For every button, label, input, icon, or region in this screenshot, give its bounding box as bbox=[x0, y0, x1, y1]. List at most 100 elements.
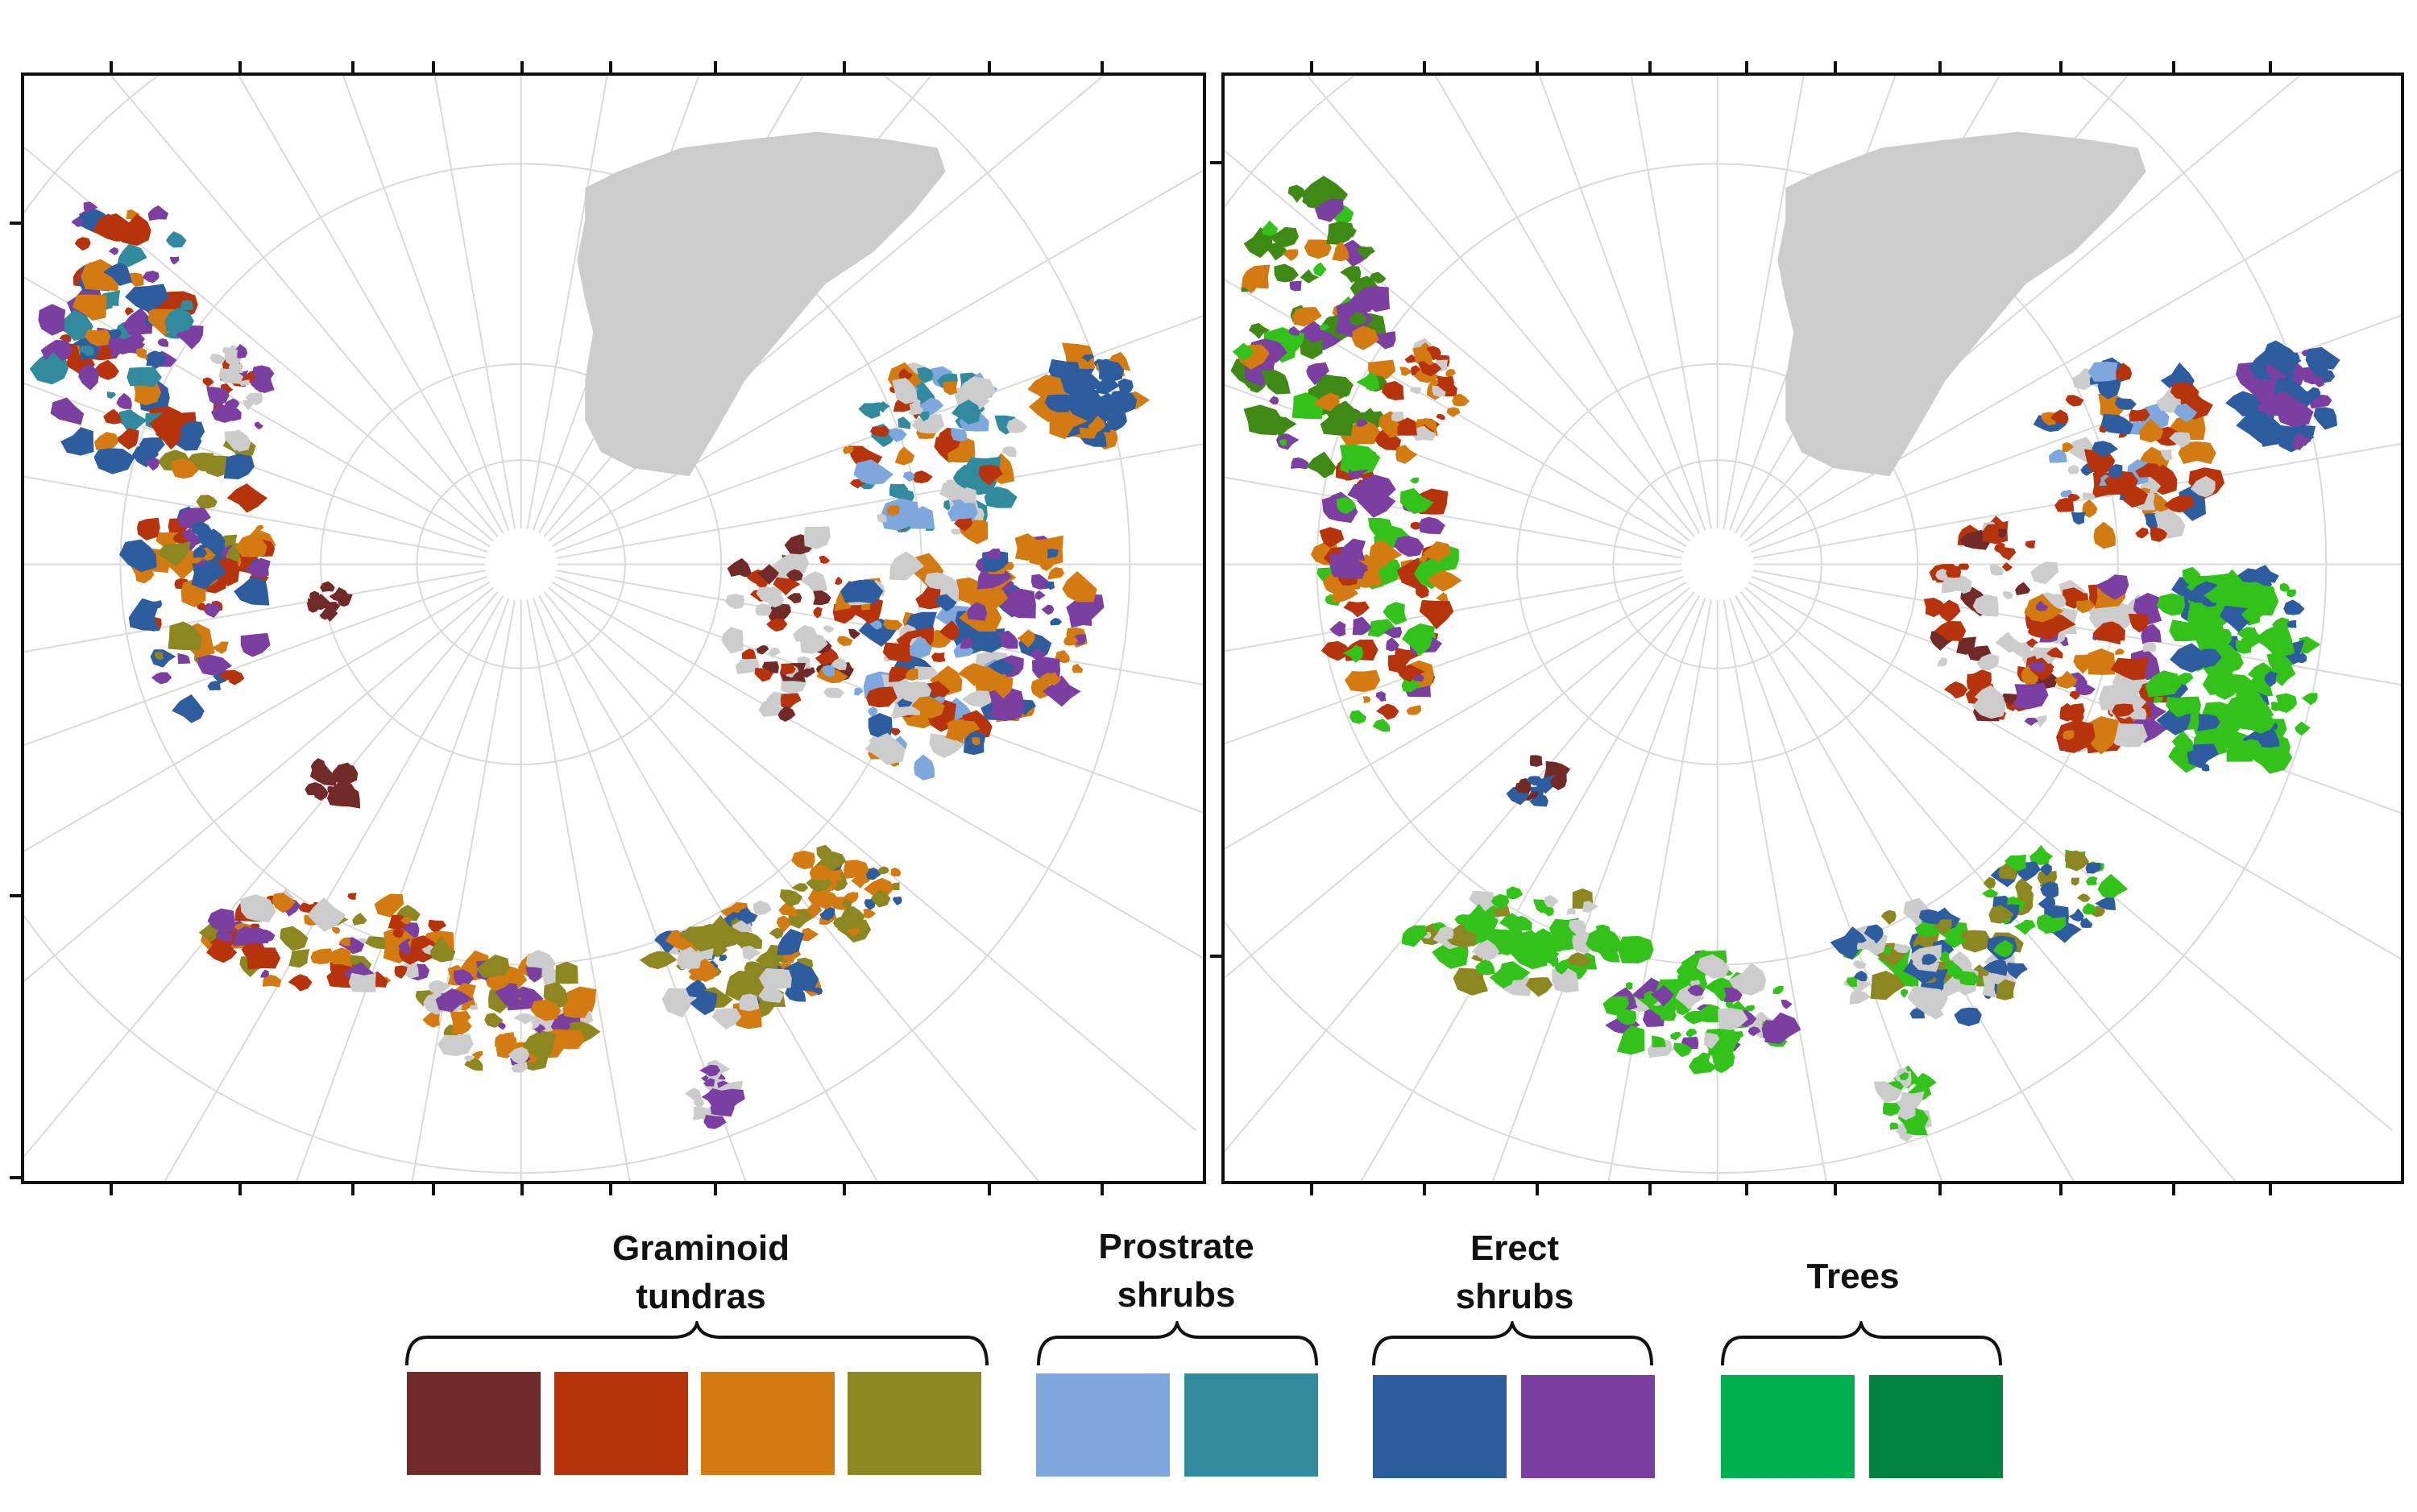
vegetation-patch bbox=[319, 610, 332, 620]
vegetation-patch bbox=[1362, 696, 1370, 703]
vegetation-patch bbox=[1406, 705, 1422, 715]
vegetation-patch bbox=[1044, 394, 1071, 412]
vegetation-patch bbox=[198, 528, 226, 553]
meridian-line bbox=[1434, 76, 1701, 534]
vegetation-patch bbox=[207, 908, 235, 933]
vegetation-patch bbox=[2266, 653, 2293, 675]
vegetation-patch bbox=[744, 961, 761, 975]
vegetation-patch bbox=[889, 551, 924, 581]
vegetation-patch bbox=[530, 999, 562, 1021]
vegetation-patch bbox=[868, 706, 878, 719]
vegetation-patch bbox=[2110, 657, 2149, 681]
vegetation-patch bbox=[1994, 541, 2006, 554]
vegetation-patch bbox=[780, 663, 796, 676]
vegetation-patch bbox=[1352, 299, 1374, 313]
vegetation-patch bbox=[2095, 897, 2116, 910]
vegetation-patch bbox=[2203, 582, 2237, 604]
vegetation-patch bbox=[2291, 433, 2311, 450]
vegetation-patch bbox=[168, 621, 201, 651]
vegetation-patch bbox=[727, 557, 753, 578]
vegetation-patch bbox=[272, 893, 296, 913]
vegetation-patch bbox=[1333, 222, 1357, 238]
vegetation-patch bbox=[1412, 425, 1437, 441]
vegetation-patch bbox=[164, 547, 174, 556]
vegetation-patch bbox=[1567, 908, 1576, 915]
vegetation-patch bbox=[2112, 703, 2134, 718]
vegetation-patch bbox=[1401, 925, 1428, 947]
vegetation-patch bbox=[1781, 1000, 1793, 1009]
vegetation-patch bbox=[757, 987, 785, 1003]
meridian-line bbox=[1723, 76, 1805, 529]
vegetation-patch bbox=[911, 470, 933, 483]
vegetation-patch bbox=[1047, 549, 1059, 559]
vegetation-patch bbox=[2135, 463, 2162, 478]
vegetation-patch bbox=[1418, 516, 1445, 535]
vegetation-patch bbox=[1849, 990, 1872, 1005]
vegetation-patch bbox=[1306, 362, 1329, 386]
vegetation-patch bbox=[523, 1030, 557, 1063]
vegetation-patch bbox=[394, 965, 408, 979]
vegetation-patch bbox=[830, 657, 848, 670]
meridian-line bbox=[411, 599, 516, 1181]
vegetation-patch bbox=[1437, 375, 1454, 391]
vegetation-patch bbox=[889, 428, 907, 443]
vegetation-patch bbox=[103, 408, 122, 425]
vegetation-patch bbox=[172, 694, 205, 723]
vegetation-patch bbox=[310, 948, 335, 964]
vegetation-patch bbox=[1048, 358, 1080, 382]
vegetation-patch bbox=[847, 927, 860, 937]
vegetation-patch bbox=[2095, 574, 2129, 600]
vegetation-patch bbox=[2049, 924, 2059, 933]
vegetation-patch bbox=[1659, 1008, 1677, 1021]
vegetation-patch bbox=[865, 867, 881, 880]
meridian-line bbox=[1739, 591, 2237, 1181]
vegetation-patch bbox=[2039, 863, 2052, 877]
vegetation-patch bbox=[2015, 582, 2031, 596]
vegetation-patch bbox=[131, 547, 144, 559]
vegetation-patch bbox=[2150, 526, 2168, 542]
vegetation-patch bbox=[2279, 582, 2290, 592]
brace-trees bbox=[1721, 1321, 2002, 1366]
vegetation-patch bbox=[2069, 690, 2080, 700]
vegetation-patch bbox=[2071, 512, 2086, 525]
vegetation-patch bbox=[870, 889, 891, 908]
swatch-graminoid-2 bbox=[554, 1372, 688, 1475]
vegetation-patch bbox=[1269, 396, 1279, 405]
vegetation-patch bbox=[2305, 387, 2321, 400]
vegetation-patch bbox=[1397, 664, 1426, 682]
vegetation-patch bbox=[126, 209, 140, 220]
vegetation-patch bbox=[1289, 280, 1302, 292]
vegetation-patch bbox=[2141, 623, 2162, 644]
vegetation-patch bbox=[864, 732, 906, 765]
vegetation-patch bbox=[1900, 988, 1909, 998]
vegetation-patch bbox=[233, 926, 261, 947]
vegetation-patch bbox=[2075, 599, 2096, 614]
vegetation-patch bbox=[1034, 590, 1046, 600]
legend-title-erect-shrubs: Erect shrubs bbox=[1455, 1228, 1574, 1316]
vegetation-patch bbox=[428, 919, 447, 934]
vegetation-patch bbox=[495, 1034, 509, 1049]
vegetation-patch bbox=[756, 586, 783, 603]
swatch-prostrate-1 bbox=[1036, 1373, 1170, 1477]
axis-tick bbox=[2269, 61, 2272, 74]
vegetation-patch bbox=[754, 667, 773, 682]
vegetation-patch bbox=[771, 565, 793, 582]
vegetation-patch bbox=[1419, 599, 1454, 630]
vegetation-patch bbox=[1853, 970, 1868, 982]
vegetation-patch bbox=[451, 1015, 472, 1035]
vegetation-patch bbox=[951, 427, 968, 442]
vegetation-patch bbox=[2142, 641, 2157, 652]
vegetation-patch bbox=[2004, 854, 2026, 872]
meridian-line bbox=[24, 382, 487, 553]
vegetation-patch bbox=[950, 720, 980, 739]
vegetation-patch bbox=[1471, 939, 1500, 961]
vegetation-patch bbox=[1355, 418, 1369, 427]
vegetation-patch bbox=[2100, 413, 2134, 435]
vegetation-patch bbox=[94, 432, 119, 450]
vegetation-patch bbox=[1043, 675, 1081, 707]
vegetation-patch bbox=[2013, 682, 2049, 710]
vegetation-patch bbox=[1461, 904, 1499, 936]
meridian-line bbox=[1225, 591, 1695, 1153]
vegetation-patch bbox=[562, 1000, 591, 1018]
vegetation-patch bbox=[1728, 963, 1767, 996]
